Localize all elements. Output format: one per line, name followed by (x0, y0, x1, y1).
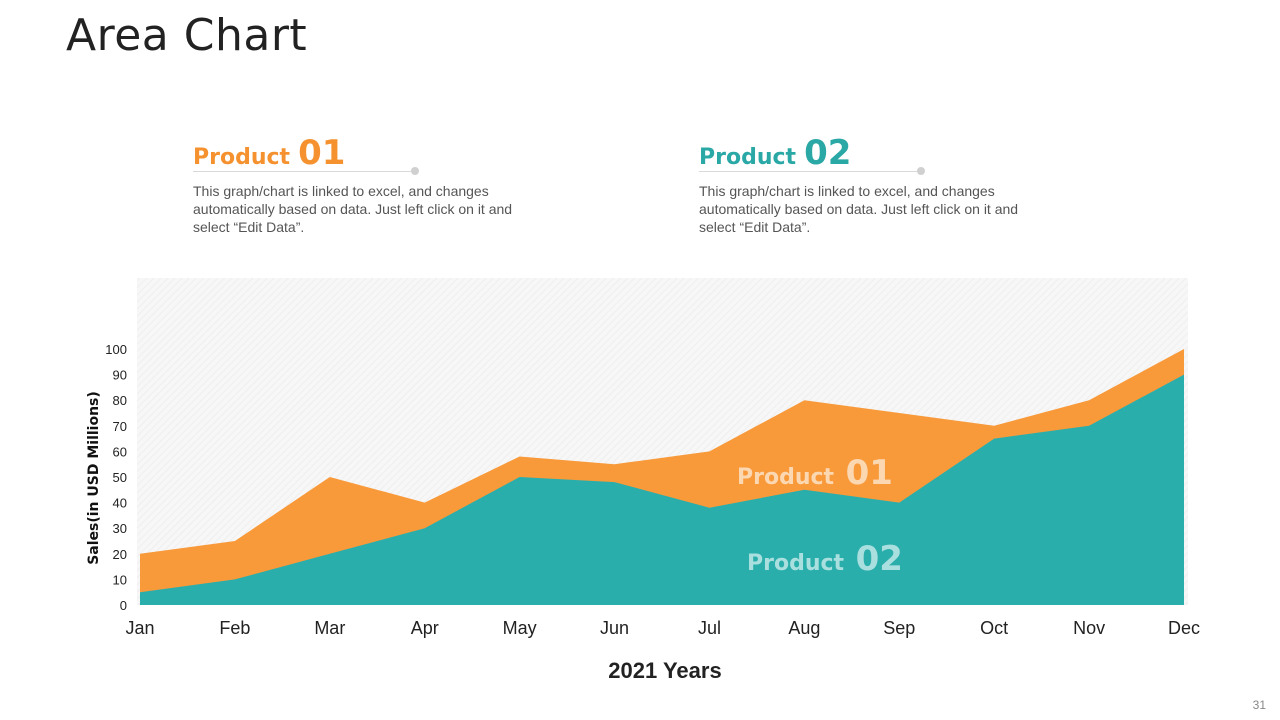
in-chart-label-product-01: Product 01 (737, 453, 893, 493)
y-tick-label: 10 (113, 572, 127, 587)
x-tick-label: Oct (980, 618, 1008, 638)
x-tick-label: May (503, 618, 537, 638)
y-tick-label: 70 (113, 419, 127, 434)
area-series-group (140, 349, 1184, 605)
y-tick-label: 0 (120, 598, 127, 613)
x-axis-ticks: Jan Feb Mar Apr May Jun Jul Aug Sep Oct Nov Dec (125, 618, 1200, 638)
legend-card-description: This graph/chart is linked to excel, and… (193, 183, 513, 235)
legend-card-description: This graph/chart is linked to excel, and… (699, 183, 1019, 235)
legend-card-product-01: Product 01 This graph/chart is linked to… (193, 136, 523, 236)
slide-title: Area Chart (66, 10, 308, 61)
in-chart-label-number: 01 (846, 453, 893, 493)
legend-card-word: Product (699, 145, 797, 170)
in-chart-label-word: Product (737, 465, 835, 490)
legend-card-product-02: Product 02 This graph/chart is linked to… (699, 136, 1029, 236)
x-tick-label: Mar (314, 618, 345, 638)
divider-dot-icon (411, 167, 419, 175)
y-tick-label: 90 (113, 368, 127, 383)
x-tick-label: Apr (411, 618, 439, 638)
x-tick-label: Jun (600, 618, 629, 638)
in-chart-label-word: Product (747, 551, 845, 576)
legend-card-number: 01 (298, 133, 346, 173)
in-chart-label-product-02: Product 02 (747, 539, 903, 579)
y-tick-label: 80 (113, 393, 127, 408)
page-number: 31 (1252, 698, 1266, 712)
x-tick-label: Aug (788, 618, 820, 638)
x-axis-label: 2021 Years (608, 658, 721, 683)
x-tick-label: Sep (883, 618, 915, 638)
legend-card-heading: Product 02 (699, 136, 1029, 170)
x-tick-label: Feb (219, 618, 250, 638)
x-tick-label: Jul (698, 618, 721, 638)
y-tick-label: 40 (113, 496, 127, 511)
legend-card-divider (699, 167, 925, 175)
y-axis-label: Sales(in USD Millions) (86, 391, 102, 565)
legend-card-number: 02 (804, 133, 852, 173)
x-tick-label: Jan (125, 618, 154, 638)
x-tick-label: Dec (1168, 618, 1200, 638)
legend-card-word: Product (193, 145, 291, 170)
y-tick-label: 20 (113, 547, 127, 562)
y-tick-label: 100 (105, 342, 127, 357)
area-series-2 (140, 374, 1184, 605)
legend-card-divider (193, 167, 419, 175)
legend-card-heading: Product 01 (193, 136, 523, 170)
divider-dot-icon (917, 167, 925, 175)
in-chart-label-number: 02 (856, 539, 903, 579)
x-tick-label: Nov (1073, 618, 1105, 638)
y-tick-label: 30 (113, 521, 127, 536)
y-tick-label: 50 (113, 470, 127, 485)
y-tick-label: 60 (113, 444, 127, 459)
y-axis-ticks: 0 10 20 30 40 50 60 70 80 90 100 (105, 342, 127, 613)
